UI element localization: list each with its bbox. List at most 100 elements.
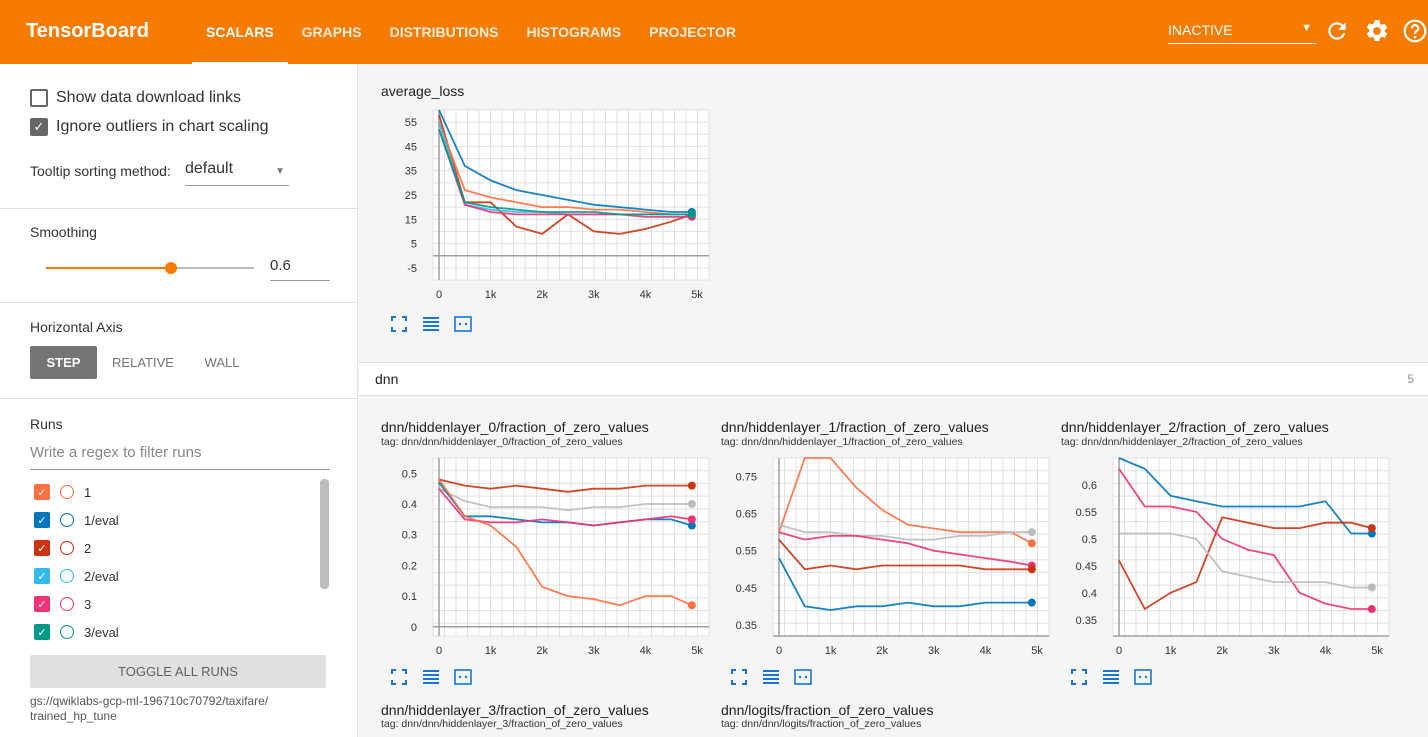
tag-group-header[interactable]: dnn 5 [359, 362, 1428, 396]
y-tick-label: 0.5 [1082, 534, 1097, 546]
series-end-point [687, 500, 696, 509]
x-tick-label: 0 [436, 645, 442, 657]
series-line [778, 457, 1033, 545]
tab-graphs[interactable]: GRAPHS [301, 24, 362, 40]
fit-domain-icon[interactable] [793, 667, 813, 687]
series-line [778, 539, 1032, 571]
y-tick-label: 0.5 [402, 468, 417, 480]
tab-projector[interactable]: PROJECTOR [649, 24, 736, 40]
y-tick-label: 0 [411, 622, 417, 634]
slider-thumb[interactable] [165, 262, 177, 274]
y-tick-label: 15 [405, 214, 417, 226]
y-tick-label: -5 [407, 263, 417, 275]
series-line [438, 487, 692, 512]
runs-label: Runs [30, 416, 63, 432]
chart-tag: tag: dnn/dnn/hiddenlayer_3/fraction_of_z… [381, 718, 623, 730]
y-tick-label: 45 [405, 141, 417, 153]
y-tick-label: 35 [405, 166, 417, 178]
y-tick-label: 0.45 [736, 583, 757, 595]
run-item[interactable]: ✓ 2 [34, 538, 91, 558]
y-tick-label: 0.55 [1076, 507, 1097, 519]
smoothing-slider[interactable] [46, 261, 254, 275]
hiddenlayer-0-chart[interactable]: 0 1k 2k 3k 4k 5k 0.5 0.4 0.3 0.2 0.1 0 [373, 454, 719, 662]
fit-domain-icon[interactable] [453, 314, 473, 334]
tab-histograms[interactable]: HISTOGRAMS [526, 24, 622, 40]
run-checkbox-icon[interactable]: ✓ [34, 596, 50, 612]
divider [0, 302, 358, 303]
fullscreen-icon[interactable] [389, 667, 409, 687]
refresh-icon[interactable] [1324, 18, 1350, 44]
run-item[interactable]: ✓ 3 [34, 594, 91, 614]
run-item[interactable]: ✓ 1/eval [34, 510, 119, 530]
run-name: 3 [84, 596, 92, 612]
tab-distributions[interactable]: DISTRIBUTIONS [389, 24, 499, 40]
fullscreen-icon[interactable] [1069, 667, 1089, 687]
axis-wall-button[interactable]: WALL [204, 355, 240, 370]
x-tick-label: 5k [1031, 645, 1043, 657]
series-end-point [687, 601, 696, 610]
chart-actions [1069, 667, 1153, 687]
series-line [778, 531, 1032, 567]
fit-domain-icon[interactable] [453, 667, 473, 687]
average-loss-chart[interactable]: 0 1k 2k 3k 4k 5k 55 45 35 25 15 5 -5 [373, 106, 719, 306]
run-checkbox-icon[interactable]: ✓ [34, 624, 50, 640]
run-radio-icon[interactable] [60, 513, 74, 527]
x-tick-label: 5k [691, 289, 703, 301]
run-item[interactable]: ✓ 1 [34, 482, 91, 502]
ignore-outliers-checkbox[interactable]: ✓ Ignore outliers in chart scaling [30, 118, 269, 136]
x-tick-label: 1k [825, 645, 837, 657]
series-line [438, 478, 693, 607]
toggle-log-scale-icon[interactable] [1101, 667, 1121, 687]
smoothing-input[interactable]: 0.6 [270, 257, 330, 281]
fullscreen-icon[interactable] [729, 667, 749, 687]
toggle-log-scale-icon[interactable] [421, 667, 441, 687]
logdir-text: gs://qwiklabs-gcp-ml-196710c70792/taxifa… [30, 694, 269, 723]
hiddenlayer-1-chart[interactable]: 0 1k 2k 3k 4k 5k 0.75 0.65 0.55 0.45 0.35 [713, 454, 1059, 662]
chart-title: dnn/hiddenlayer_2/fraction_of_zero_value… [1061, 419, 1329, 435]
help-icon[interactable] [1402, 18, 1428, 44]
chart-actions [389, 314, 473, 334]
run-checkbox-icon[interactable]: ✓ [34, 568, 50, 584]
run-radio-icon[interactable] [60, 625, 74, 639]
run-checkbox-icon[interactable]: ✓ [34, 484, 50, 500]
toggle-log-scale-icon[interactable] [421, 314, 441, 334]
show-download-links-checkbox[interactable]: Show data download links [30, 89, 241, 107]
sidebar: Show data download links ✓ Ignore outlie… [0, 64, 358, 737]
run-radio-icon[interactable] [60, 485, 74, 499]
hiddenlayer-2-chart[interactable]: 0 1k 2k 3k 4k 5k 0.6 0.55 0.5 0.45 0.4 0.35 [1053, 454, 1399, 662]
y-tick-label: 0.55 [736, 546, 757, 558]
series-line [1119, 532, 1372, 589]
dropdown-caret-icon: ▼ [1301, 22, 1312, 34]
smoothing-label: Smoothing [30, 224, 97, 240]
run-checkbox-icon[interactable]: ✓ [34, 540, 50, 556]
x-tick-label: 5k [1371, 645, 1383, 657]
inactive-dashboards-dropdown[interactable]: INACTIVE ▼ [1168, 18, 1316, 44]
runs-scrollbar[interactable] [320, 479, 329, 589]
run-radio-icon[interactable] [60, 569, 74, 583]
tab-scalars[interactable]: SCALARS [192, 0, 288, 64]
fit-domain-icon[interactable] [1133, 667, 1153, 687]
axis-relative-button[interactable]: RELATIVE [112, 355, 174, 370]
series-line [778, 523, 1032, 541]
run-checkbox-icon[interactable]: ✓ [34, 512, 50, 528]
tooltip-sorting-dropdown[interactable]: default ▼ [185, 160, 289, 186]
toggle-log-scale-icon[interactable] [761, 667, 781, 687]
axis-step-button[interactable]: STEP [30, 346, 97, 379]
chart-title: dnn/hiddenlayer_3/fraction_of_zero_value… [381, 702, 649, 718]
series-end-point [1367, 583, 1376, 592]
x-tick-label: 1k [1165, 645, 1177, 657]
chart-title: dnn/hiddenlayer_1/fraction_of_zero_value… [721, 419, 989, 435]
run-item[interactable]: ✓ 3/eval [34, 622, 119, 642]
run-radio-icon[interactable] [60, 597, 74, 611]
series-line [1118, 457, 1372, 535]
fullscreen-icon[interactable] [389, 314, 409, 334]
settings-icon[interactable] [1364, 18, 1390, 44]
x-tick-label: 4k [980, 645, 992, 657]
logdir-path: gs://qwiklabs-gcp-ml-196710c70792/taxifa… [30, 694, 320, 724]
y-tick-label: 0.4 [402, 499, 417, 511]
y-tick-label: 0.6 [1082, 480, 1097, 492]
toggle-all-runs-button[interactable]: TOGGLE ALL RUNS [30, 655, 326, 688]
run-item[interactable]: ✓ 2/eval [34, 566, 119, 586]
runs-filter-input[interactable]: Write a regex to filter runs [30, 444, 330, 470]
run-radio-icon[interactable] [60, 541, 74, 555]
